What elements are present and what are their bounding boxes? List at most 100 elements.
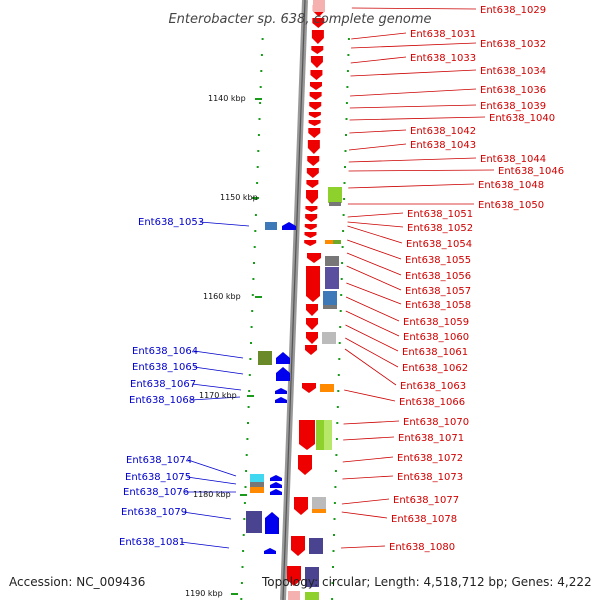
- reverse-gene-arrow: [270, 475, 282, 481]
- tick-dot-left: [240, 582, 243, 584]
- tick-dot-left: [251, 310, 254, 312]
- map-title: Enterobacter sp. 638, complete genome: [168, 12, 431, 27]
- gene-label-left[interactable]: Ent638_1079: [121, 507, 187, 518]
- gene-label-right[interactable]: Ent638_1058: [405, 300, 471, 311]
- tick-dot-right: [341, 262, 344, 264]
- tick-dot-right: [342, 214, 345, 216]
- forward-gene-arrow: [305, 345, 317, 355]
- tick-dot-left: [252, 278, 255, 280]
- gray-gene-box: [322, 332, 336, 344]
- gene-label-right[interactable]: Ent638_1057: [405, 286, 471, 297]
- tick-dot-right: [347, 38, 350, 40]
- gene-label-right[interactable]: Ent638_1080: [389, 542, 455, 553]
- green-gene-box: [324, 420, 332, 450]
- gene-label-right[interactable]: Ent638_1033: [410, 53, 476, 64]
- gene-label-left[interactable]: Ent638_1081: [119, 537, 185, 548]
- gene-label-right[interactable]: Ent638_1034: [480, 66, 546, 77]
- gene-label-right[interactable]: Ent638_1056: [405, 271, 471, 282]
- kbp-tick: [255, 296, 262, 298]
- gene-label-right[interactable]: Ent638_1052: [407, 223, 473, 234]
- tick-dot-left: [256, 182, 259, 184]
- gene-label-right[interactable]: Ent638_1077: [393, 495, 459, 506]
- gene-label-right[interactable]: Ent638_1043: [410, 140, 476, 151]
- tick-dot-left: [259, 86, 262, 88]
- tick-dot-right: [339, 310, 342, 312]
- tick-dot-left: [246, 438, 249, 440]
- purple-gene-box: [325, 267, 339, 289]
- gene-label-right[interactable]: Ent638_1044: [480, 154, 546, 165]
- leader-line-right: [347, 212, 404, 218]
- tick-dot-left: [261, 38, 264, 40]
- forward-gene-arrow: [304, 240, 317, 246]
- reverse-gene-arrow: [265, 512, 279, 534]
- gene-label-right[interactable]: Ent638_1060: [403, 332, 469, 343]
- gene-label-left[interactable]: Ent638_1076: [123, 487, 189, 498]
- gene-label-right[interactable]: Ent638_1063: [400, 381, 466, 392]
- leader-line-left: [190, 396, 241, 401]
- gray-gene-box: [323, 305, 337, 309]
- gene-label-right[interactable]: Ent638_1059: [403, 317, 469, 328]
- tick-dot-right: [344, 166, 346, 168]
- forward-gene-arrow: [308, 128, 321, 138]
- forward-gene-arrow: [309, 92, 322, 100]
- accession-text: Accession: NC_009436: [9, 575, 146, 589]
- tick-dot-left: [251, 294, 254, 296]
- kbp-label-1160: 1160 kbp: [203, 292, 241, 301]
- gene-label-right[interactable]: Ent638_1036: [480, 85, 546, 96]
- tick-dot-right: [345, 118, 348, 120]
- tick-dot-right: [343, 182, 346, 184]
- kbp-tick: [255, 98, 262, 100]
- gene-label-right[interactable]: Ent638_1050: [478, 200, 544, 211]
- tick-dot-left: [259, 102, 262, 104]
- gene-label-left[interactable]: Ent638_1074: [126, 455, 192, 466]
- gene-label-right[interactable]: Ent638_1054: [406, 239, 472, 250]
- gene-label-right[interactable]: Ent638_1051: [407, 209, 473, 220]
- gene-label-right[interactable]: Ent638_1040: [489, 113, 555, 124]
- gene-label-right[interactable]: Ent638_1048: [478, 180, 544, 191]
- tick-dot-left: [258, 118, 261, 120]
- gene-label-left[interactable]: Ent638_1075: [125, 472, 191, 483]
- tick-dot-left: [257, 134, 260, 136]
- forward-gene-arrow: [306, 332, 318, 344]
- reverse-gene-arrow: [282, 222, 296, 230]
- kbp-tick: [252, 197, 259, 199]
- orange-gene-box: [320, 384, 334, 392]
- green-gene-box: [305, 592, 319, 600]
- gene-label-right[interactable]: Ent638_1078: [391, 514, 457, 525]
- gene-label-right[interactable]: Ent638_1073: [397, 472, 463, 483]
- gene-label-left[interactable]: Ent638_1067: [130, 379, 196, 390]
- gene-label-right[interactable]: Ent638_1046: [498, 166, 564, 177]
- gene-label-right[interactable]: Ent638_1031: [410, 29, 476, 40]
- gene-label-right[interactable]: Ent638_1039: [480, 101, 546, 112]
- gene-label-right[interactable]: Ent638_1042: [410, 126, 476, 137]
- reverse-gene-arrow: [270, 489, 282, 495]
- leader-line-right: [345, 296, 400, 322]
- orange-gene-box: [325, 240, 333, 244]
- gene-label-right[interactable]: Ent638_1070: [403, 417, 469, 428]
- forward-gene-arrow: [308, 112, 321, 118]
- gene-label-right[interactable]: Ent638_1055: [405, 255, 471, 266]
- gene-label-right[interactable]: Ent638_1072: [397, 453, 463, 464]
- gene-label-left[interactable]: Ent638_1053: [138, 217, 204, 228]
- tick-dot-right: [334, 486, 337, 488]
- gene-label-right[interactable]: Ent638_1061: [402, 347, 468, 358]
- gene-label-right[interactable]: Ent638_1029: [480, 5, 546, 16]
- orange-gene-box: [250, 487, 264, 493]
- gene-label-left[interactable]: Ent638_1064: [132, 346, 198, 357]
- kbp-tick: [240, 494, 247, 496]
- gene-label-right[interactable]: Ent638_1066: [399, 397, 465, 408]
- forward-gene-arrow: [306, 266, 320, 302]
- gene-label-right[interactable]: Ent638_1032: [480, 39, 546, 50]
- tick-dot-right: [339, 326, 342, 328]
- leader-line-right: [351, 32, 407, 40]
- gene-label-right[interactable]: Ent638_1062: [402, 363, 468, 374]
- gene-label-right[interactable]: Ent638_1071: [398, 433, 464, 444]
- gene-label-left[interactable]: Ent638_1068: [129, 395, 195, 406]
- forward-gene-arrow: [302, 383, 316, 393]
- orange-gene-box: [312, 509, 326, 513]
- left-gene-labels: Ent638_1053 Ent638_1064 Ent638_1065 Ent638_…: [119, 217, 204, 548]
- reverse-gene-arrow: [264, 548, 276, 554]
- gene-label-left[interactable]: Ent638_1065: [132, 362, 198, 373]
- leader-line-right: [346, 252, 402, 276]
- tick-dot-left: [250, 326, 253, 328]
